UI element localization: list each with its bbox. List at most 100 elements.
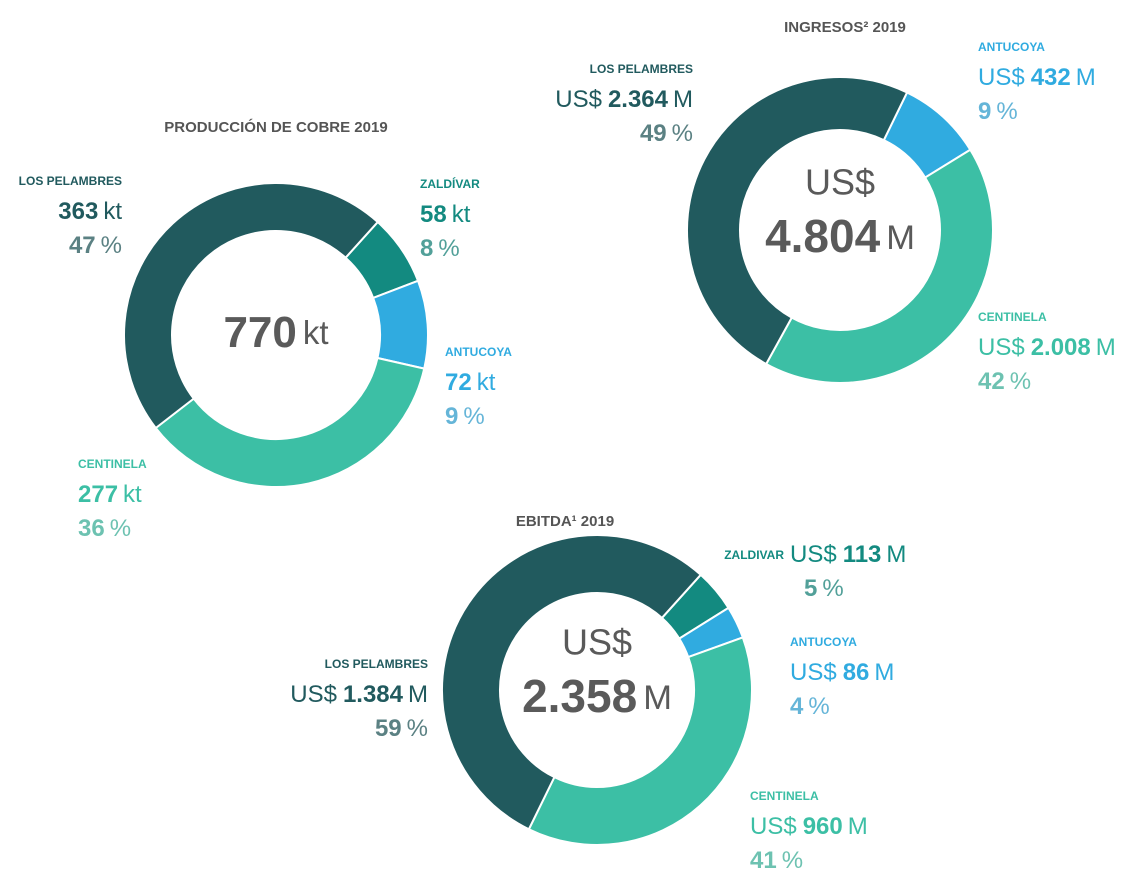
percent-number: 47 [69, 232, 96, 259]
segment-name: ZALDIVAR [724, 548, 784, 562]
segment-name: ZALDÍVAR [420, 176, 480, 191]
segment-value: US$ 2.364 M [555, 86, 693, 113]
segment-value: 58 kt [420, 201, 471, 228]
value-unit: M [673, 86, 693, 113]
segment-value: US$ 2.008 M [978, 334, 1116, 361]
percent-sign: % [996, 98, 1017, 125]
segment-percent: 41% [750, 847, 803, 874]
donut-segment [527, 636, 753, 846]
donut-segment [685, 76, 909, 366]
percent-sign: % [782, 847, 803, 874]
percent-sign: % [110, 515, 131, 542]
center-currency: US$ [562, 622, 632, 663]
segment-value: US$ 113 M [790, 541, 906, 568]
center-total: 770 kt [223, 308, 328, 357]
value-unit: kt [123, 481, 142, 508]
value-number: 960 [803, 813, 843, 840]
value-number: 2.008 [1031, 334, 1091, 361]
percent-number: 42 [978, 368, 1005, 395]
segment-name: LOS PELAMBRES [325, 657, 428, 671]
percent-sign: % [101, 232, 122, 259]
chart-title: EBITDA¹ 2019 [516, 513, 614, 530]
value-unit: kt [103, 198, 122, 225]
percent-sign: % [808, 693, 829, 720]
value-currency: US$ [555, 86, 602, 113]
percent-number: 9 [978, 98, 991, 125]
total-unit: M [643, 679, 672, 717]
value-currency: US$ [290, 681, 337, 708]
percent-number: 5 [804, 575, 817, 602]
value-unit: M [1076, 64, 1096, 91]
value-currency: US$ [790, 659, 837, 686]
segment-name: ANTUCOYA [790, 635, 857, 649]
segment-name: ANTUCOYA [445, 345, 512, 359]
value-number: 58 [420, 201, 447, 228]
segment-name: LOS PELAMBRES [590, 62, 693, 76]
value-unit: kt [477, 369, 496, 396]
percent-number: 41 [750, 847, 777, 874]
value-unit: M [408, 681, 428, 708]
percent-sign: % [463, 403, 484, 430]
percent-sign: % [407, 715, 428, 742]
value-number: 2.364 [608, 86, 669, 113]
segment-percent: 36% [78, 515, 131, 542]
value-currency: US$ [978, 334, 1025, 361]
percent-number: 4 [790, 693, 804, 720]
segment-value: US$ 960 M [750, 813, 868, 840]
segment-name: CENTINELA [78, 457, 147, 471]
value-unit: M [886, 541, 906, 568]
segment-value: 72 kt [445, 369, 496, 396]
donut-segment [440, 534, 703, 831]
percent-number: 49 [640, 120, 667, 147]
segment-name: ANTUCOYA [978, 40, 1045, 54]
percent-number: 8 [420, 235, 433, 262]
total-unit: kt [303, 314, 329, 351]
segment-percent: 47% [69, 232, 122, 259]
segment-percent: 49% [640, 120, 693, 147]
segment-value: 363 kt [58, 198, 122, 225]
value-number: 432 [1031, 64, 1071, 91]
value-number: 363 [58, 198, 98, 225]
segment-value: US$ 1.384 M [290, 681, 428, 708]
chart-title: PRODUCCIÓN DE COBRE 2019 [164, 118, 387, 136]
percent-sign: % [1010, 368, 1031, 395]
percent-sign: % [672, 120, 693, 147]
donut-segment [371, 279, 429, 370]
value-unit: kt [452, 201, 471, 228]
value-unit: M [874, 659, 894, 686]
segment-percent: 8% [420, 235, 460, 262]
percent-number: 59 [375, 715, 402, 742]
segment-percent: 9% [445, 403, 485, 430]
value-number: 113 [843, 541, 882, 568]
value-number: 1.384 [343, 681, 404, 708]
total-value: 2.358 [522, 670, 637, 722]
percent-sign: % [438, 235, 459, 262]
percent-number: 9 [445, 403, 458, 430]
segment-name: CENTINELA [750, 789, 819, 803]
value-unit: M [1096, 334, 1116, 361]
segment-percent: 59% [375, 715, 428, 742]
value-currency: US$ [978, 64, 1025, 91]
segment-name: LOS PELAMBRES [19, 174, 122, 188]
total-unit: M [886, 219, 915, 257]
segment-value: US$ 432 M [978, 64, 1096, 91]
segment-value: 277 kt [78, 481, 142, 508]
percent-number: 36 [78, 515, 105, 542]
segment-percent: 9% [978, 98, 1018, 125]
segment-value: US$ 86 M [790, 659, 894, 686]
donut-segment [154, 356, 426, 488]
segment-percent: 42% [978, 368, 1031, 395]
segment-name: CENTINELA [978, 310, 1047, 324]
segment-percent: 5% [804, 575, 844, 602]
center-total: 2.358 M [522, 670, 672, 722]
value-currency: US$ [790, 541, 837, 568]
segment-percent: 4% [790, 693, 830, 720]
percent-sign: % [822, 575, 843, 602]
chart-title: INGRESOS² 2019 [784, 19, 906, 36]
center-currency: US$ [805, 162, 875, 203]
value-number: 277 [78, 481, 118, 508]
